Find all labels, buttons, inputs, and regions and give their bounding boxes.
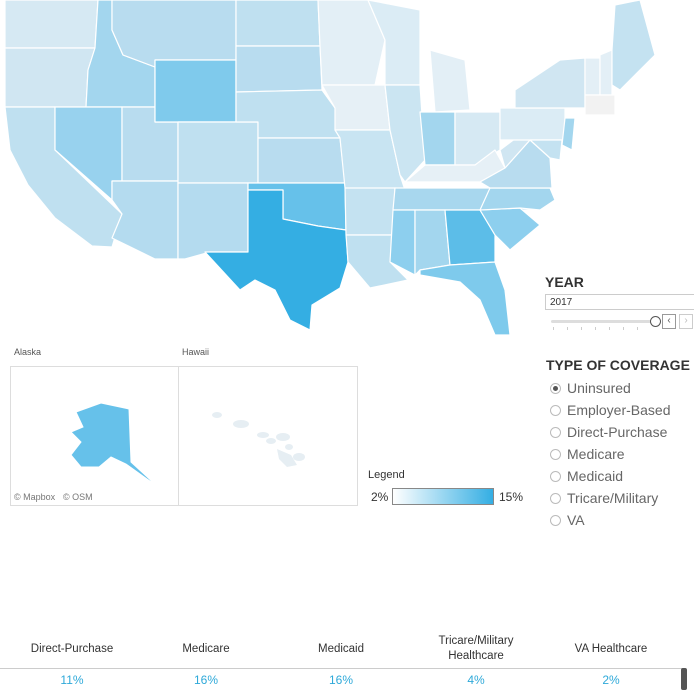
state-new-hampshire[interactable] bbox=[599, 49, 613, 96]
radio-icon[interactable] bbox=[550, 470, 561, 482]
legend-min-label: 2% bbox=[371, 490, 389, 504]
alaska-shape[interactable] bbox=[11, 367, 179, 505]
radio-icon[interactable] bbox=[550, 404, 561, 416]
alaska-inset[interactable]: © Mapbox © OSM bbox=[10, 366, 180, 506]
state-texas[interactable] bbox=[204, 189, 349, 331]
slider-tick bbox=[581, 327, 582, 330]
summary-value-tricare: 4% bbox=[467, 673, 485, 687]
year-slider-track[interactable] bbox=[551, 320, 655, 323]
state-washington[interactable] bbox=[4, 0, 99, 49]
coverage-option-label: Direct-Purchase bbox=[567, 424, 668, 440]
slider-tick bbox=[609, 327, 610, 330]
radio-icon[interactable] bbox=[550, 514, 561, 526]
state-montana[interactable] bbox=[111, 0, 237, 68]
state-massachusetts[interactable] bbox=[584, 94, 616, 116]
state-arkansas[interactable] bbox=[344, 187, 396, 236]
summary-header-direct-purchase: Direct-Purchase bbox=[30, 643, 114, 655]
state-maryland[interactable] bbox=[529, 139, 563, 161]
state-north-dakota[interactable] bbox=[235, 0, 321, 47]
legend-gradient-bar bbox=[392, 488, 494, 505]
state-arizona[interactable] bbox=[111, 180, 179, 260]
state-new-mexico[interactable] bbox=[177, 182, 249, 260]
state-pennsylvania[interactable] bbox=[499, 107, 566, 141]
state-north-carolina[interactable] bbox=[479, 187, 556, 211]
summary-header-medicare: Medicare bbox=[182, 643, 230, 655]
coverage-option-va[interactable]: VA bbox=[550, 511, 585, 529]
summary-divider bbox=[0, 668, 684, 669]
radio-icon[interactable] bbox=[550, 492, 561, 504]
slider-tick bbox=[637, 327, 638, 330]
state-alabama[interactable] bbox=[414, 209, 451, 276]
radio-icon[interactable] bbox=[550, 448, 561, 460]
next-year-button[interactable]: › bbox=[679, 314, 693, 329]
coverage-option-employer-based[interactable]: Employer-Based bbox=[550, 401, 671, 419]
coverage-option-medicaid[interactable]: Medicaid bbox=[550, 467, 623, 485]
state-indiana[interactable] bbox=[419, 111, 456, 166]
slider-tick bbox=[595, 327, 596, 330]
summary-value-medicaid: 16% bbox=[328, 673, 354, 687]
hawaii-label: Hawaii bbox=[182, 347, 210, 357]
coverage-option-label: Employer-Based bbox=[567, 402, 671, 418]
summary-value-medicare: 16% bbox=[193, 673, 219, 687]
coverage-option-label: Tricare/Military bbox=[567, 490, 659, 506]
coverage-option-label: Uninsured bbox=[567, 380, 631, 396]
summary-value-direct-purchase: 11% bbox=[60, 673, 84, 687]
year-dropdown[interactable]: 2017 bbox=[545, 294, 694, 310]
state-wyoming[interactable] bbox=[154, 59, 237, 123]
hawaii-shape[interactable] bbox=[179, 367, 357, 505]
radio-icon[interactable] bbox=[550, 426, 561, 438]
coverage-option-label: Medicaid bbox=[567, 468, 624, 484]
coverage-option-uninsured[interactable]: Uninsured bbox=[550, 379, 631, 397]
coverage-option-direct-purchase[interactable]: Direct-Purchase bbox=[550, 423, 667, 441]
mapbox-attribution[interactable]: © Mapbox bbox=[14, 492, 56, 502]
legend-title: Legend bbox=[368, 469, 405, 481]
coverage-option-tricare-military[interactable]: Tricare/Military bbox=[550, 489, 658, 507]
state-new-york[interactable] bbox=[514, 57, 586, 109]
hawaii-inset[interactable] bbox=[178, 366, 358, 506]
summary-value-va: 2% bbox=[602, 673, 620, 687]
year-slider-thumb[interactable] bbox=[650, 316, 661, 327]
year-title: YEAR bbox=[545, 274, 584, 290]
state-vermont[interactable] bbox=[584, 57, 601, 96]
summary-header-tricare: Tricare/Military Healthcare bbox=[438, 635, 514, 662]
summary-header-medicaid: Medicaid bbox=[317, 643, 365, 655]
state-oregon[interactable] bbox=[4, 47, 96, 108]
slider-tick bbox=[623, 327, 624, 330]
state-michigan[interactable] bbox=[429, 49, 471, 113]
us-choropleth-map[interactable] bbox=[0, 0, 694, 345]
radio-selected-icon[interactable] bbox=[550, 382, 561, 394]
summary-header-va: VA Healthcare bbox=[574, 643, 648, 655]
summary-scrollbar[interactable] bbox=[681, 668, 687, 690]
legend-max-label: 15% bbox=[499, 490, 524, 504]
state-maine[interactable] bbox=[611, 0, 656, 91]
state-colorado[interactable] bbox=[177, 121, 259, 184]
state-south-dakota[interactable] bbox=[235, 45, 323, 93]
coverage-option-label: VA bbox=[567, 512, 585, 528]
slider-tick bbox=[567, 327, 568, 330]
state-kansas[interactable] bbox=[257, 137, 346, 184]
osm-attribution[interactable]: © OSM bbox=[63, 492, 93, 502]
state-florida[interactable] bbox=[419, 261, 511, 336]
alaska-label: Alaska bbox=[14, 347, 42, 357]
coverage-option-medicare[interactable]: Medicare bbox=[550, 445, 625, 463]
state-georgia[interactable] bbox=[444, 209, 496, 266]
previous-year-button[interactable]: ‹ bbox=[662, 314, 676, 329]
state-new-jersey[interactable] bbox=[561, 117, 576, 151]
coverage-option-label: Medicare bbox=[567, 446, 625, 462]
slider-tick bbox=[553, 327, 554, 330]
coverage-title: TYPE OF COVERAGE bbox=[546, 357, 690, 373]
